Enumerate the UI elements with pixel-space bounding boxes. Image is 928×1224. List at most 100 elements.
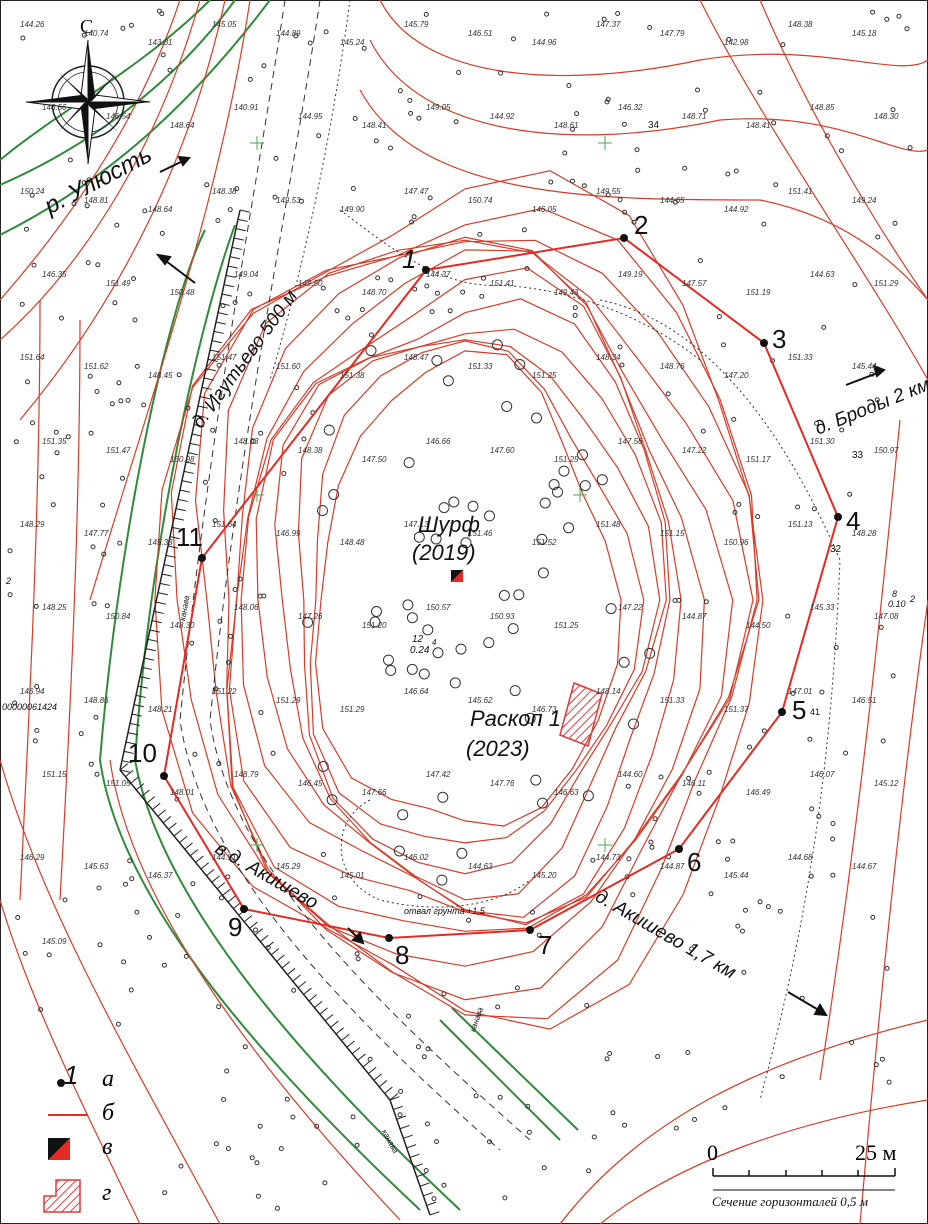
elevation-label: 151.20 — [362, 621, 387, 631]
mark-8: 8 — [892, 589, 898, 599]
mark-2: 2 — [910, 594, 916, 604]
elevation-label: 148.21 — [148, 704, 173, 714]
elevation-label: 146.05 — [532, 204, 557, 214]
elevation-label: 151.33 — [468, 362, 493, 372]
elevation-label: 146.37 — [148, 871, 173, 881]
elevation-label: 148.34 — [596, 353, 621, 363]
elevation-label: 148.81 — [84, 195, 109, 205]
elevation-label: 144.92 — [724, 204, 749, 214]
elevation-label: 151.38 — [340, 371, 365, 381]
elevation-label: 148.25 — [42, 603, 67, 613]
elevation-label: 151.29 — [874, 279, 899, 288]
elevation-label: 148.30 — [170, 621, 195, 631]
elevation-label: 145.01 — [340, 871, 365, 881]
elevation-label: 144.68 — [788, 853, 813, 863]
river-banks — [0, 0, 579, 1211]
elevation-label: 149.04 — [234, 270, 259, 279]
elevation-label: 144.65 — [660, 195, 685, 205]
elevation-label: 151.25 — [554, 454, 579, 464]
test-pit-label: Шурф — [418, 512, 480, 537]
elevation-label: 151.25 — [532, 371, 557, 381]
elevation-label: 146.02 — [404, 853, 429, 863]
point-label-11: 11 — [176, 522, 203, 552]
elevation-label: 147.37 — [596, 20, 621, 29]
elevation-label: 147.56 — [618, 436, 643, 446]
elevation-label: 148.03 — [234, 436, 259, 446]
elevation-label: 150.48 — [170, 288, 195, 297]
elevation-label: 147.42 — [426, 770, 451, 779]
elevation-label: 144.95 — [298, 112, 323, 122]
point-label-7: 7 — [538, 930, 553, 960]
elevation-label: 150.57 — [426, 603, 451, 613]
elevation-label: 149.50 — [298, 279, 323, 288]
elevation-label: 146.45 — [298, 779, 323, 788]
elevation-label: 147.20 — [724, 371, 749, 381]
elevation-label: 151.13 — [788, 520, 813, 529]
elevation-label: 146.56 — [42, 103, 67, 113]
test-pit-year: (2019) — [412, 540, 476, 565]
elevation-label: 151.41 — [490, 279, 515, 288]
point-label-2: 2 — [634, 210, 649, 240]
scale-zero: 0 — [707, 1140, 718, 1165]
elevation-label: 144.87 — [660, 862, 685, 872]
elevation-label: 148.71 — [682, 112, 707, 122]
elevation-label: 151.47 — [212, 353, 237, 363]
elevation-label: 146.35 — [42, 270, 67, 279]
elevation-label: 144.50 — [746, 621, 771, 631]
mark-4: 4 — [432, 638, 437, 647]
elevation-label: 144.92 — [490, 112, 515, 122]
elevation-label: 144.63 — [468, 862, 493, 872]
elevation-label: 151.46 — [468, 529, 493, 538]
point-label-6: 6 — [687, 847, 702, 877]
elevation-label: 150.74 — [468, 195, 493, 205]
elevation-label: 148.70 — [362, 288, 387, 297]
elevation-label: 151.52 — [532, 538, 557, 547]
elevation-label: 148.14 — [596, 686, 621, 696]
scale-note: Сечение горизонталей 0,5 м — [712, 1194, 869, 1209]
elevation-label: 145.05 — [212, 20, 237, 29]
elevation-label: 151.41 — [788, 186, 813, 196]
elevation-label: 145.62 — [468, 695, 493, 705]
elevation-label: 147.60 — [490, 445, 515, 455]
mark-010: 0.10 — [888, 599, 906, 609]
elevation-label: 149.90 — [340, 204, 365, 214]
elevation-label: 146.51 — [852, 695, 877, 705]
elevation-label: 148.28 — [852, 529, 877, 538]
elevation-label: 148.48 — [340, 538, 365, 547]
elevation-label: 144.60 — [618, 770, 643, 779]
mark-12: 12 — [412, 634, 424, 645]
elevation-label: 145.44 — [724, 871, 749, 881]
elevation-label: 150.24 — [20, 186, 45, 196]
elevation-label: 148.41 — [746, 121, 771, 131]
legend-point-sample: 1 — [64, 1060, 79, 1090]
boundary-points — [160, 234, 842, 942]
direction-arrows — [155, 155, 886, 1017]
elevation-label: 149.53 — [276, 195, 301, 205]
elevation-label: 148.41 — [362, 121, 387, 131]
excavation-label: Раскоп 1 — [470, 706, 561, 731]
elevation-label: 149.24 — [852, 195, 877, 205]
elevation-label: 151.33 — [788, 353, 813, 363]
elevation-label: 148.61 — [554, 121, 579, 131]
elevation-label: 145.20 — [532, 871, 557, 881]
elevation-label: 151.48 — [596, 520, 621, 529]
elevation-label: 150.98 — [170, 454, 195, 464]
elevation-label: 146.73 — [532, 704, 557, 714]
elevation-label: 144.73 — [596, 853, 621, 863]
edge-2: 2 — [6, 576, 12, 586]
elevation-label: 151.22 — [212, 686, 237, 696]
elevation-label: 151.15 — [660, 529, 685, 538]
scale-bar — [712, 1168, 896, 1191]
elevation-label: 151.33 — [660, 695, 685, 705]
legend-label-v: в — [102, 1134, 113, 1160]
legend-label-g: г — [102, 1180, 112, 1206]
elevation-label: 146.49 — [746, 788, 771, 797]
quarter-32: 32 — [830, 544, 842, 555]
elevation-label: 145.09 — [42, 936, 67, 946]
elevation-label: 151.60 — [276, 362, 301, 372]
quarter-33: 33 — [852, 450, 864, 461]
elevation-label: 148.45 — [148, 371, 173, 381]
elevation-label: 140.74 — [84, 29, 109, 38]
elevation-label: 151.35 — [42, 436, 67, 446]
